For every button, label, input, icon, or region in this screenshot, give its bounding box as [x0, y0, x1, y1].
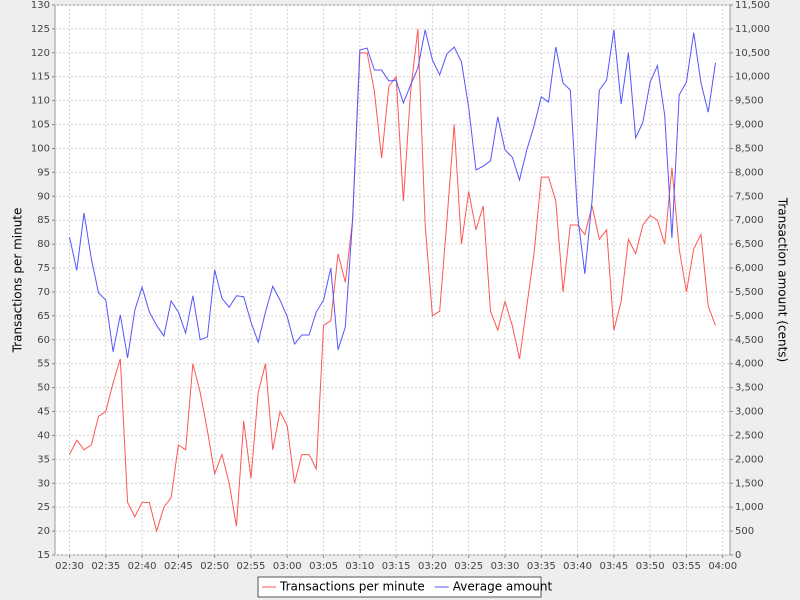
y-tick-label: 80: [37, 239, 50, 250]
y-tick-label: 20: [37, 526, 50, 537]
y2-tick-label: 9,500: [735, 96, 764, 107]
x-tick-label: 03:30: [491, 561, 520, 572]
legend: [257, 576, 542, 598]
x-tick-label: 03:35: [527, 561, 556, 572]
y-tick-label: 120: [31, 48, 50, 59]
y-tick-label: 50: [37, 383, 50, 394]
y2-tick-label: 1,000: [735, 502, 764, 513]
y2-tick-label: 6,000: [735, 263, 764, 274]
x-tick-label: 02:40: [128, 561, 157, 572]
y2-tick-label: 8,500: [735, 143, 764, 154]
y-tick-label: 130: [31, 0, 50, 11]
series-line: [69, 28, 716, 533]
y-tick-label: 45: [37, 407, 50, 418]
y2-tick-label: 0: [735, 550, 741, 561]
y2-tick-label: 5,000: [735, 311, 764, 322]
y2-tick-label: 5,500: [735, 287, 764, 298]
y2-tick-label: 8,000: [735, 167, 764, 178]
y2-axis-label: Transaction amount (cents): [776, 197, 790, 362]
x-tick-label: 03:20: [418, 561, 447, 572]
x-tick-label: 02:55: [237, 561, 266, 572]
y-tick-label: 115: [31, 72, 50, 83]
y-tick-label: 70: [37, 287, 50, 298]
x-tick-label: 02:50: [200, 561, 229, 572]
x-tick-label: 04:00: [708, 561, 737, 572]
y-tick-label: 65: [37, 311, 50, 322]
y2-tick-label: 3,500: [735, 383, 764, 394]
x-tick-label: 03:45: [599, 561, 628, 572]
plot-area: [54, 4, 731, 556]
y2-tick-label: 10,000: [735, 72, 770, 83]
y2-tick-label: 7,500: [735, 191, 764, 202]
y2-tick-label: 6,500: [735, 239, 764, 250]
y-tick-label: 40: [37, 430, 50, 441]
x-tick-label: 03:25: [454, 561, 483, 572]
x-tick-label: 02:45: [164, 561, 193, 572]
y2-tick-label: 1,500: [735, 478, 764, 489]
x-tick-label: 03:50: [636, 561, 665, 572]
x-tick-label: 03:00: [273, 561, 302, 572]
legend-label: Average amount: [453, 580, 553, 594]
y2-tick-label: 3,000: [735, 407, 764, 418]
x-tick-label: 03:15: [382, 561, 411, 572]
y-tick-label: 60: [37, 335, 50, 346]
x-tick-label: 03:05: [309, 561, 338, 572]
y-tick-label: 25: [37, 502, 50, 513]
y-tick-label: 95: [37, 167, 50, 178]
x-tick-label: 02:30: [55, 561, 84, 572]
y2-tick-label: 4,000: [735, 359, 764, 370]
y2-tick-label: 4,500: [735, 335, 764, 346]
y-tick-label: 85: [37, 215, 50, 226]
y-tick-label: 35: [37, 454, 50, 465]
y2-tick-label: 500: [735, 526, 754, 537]
y-tick-label: 110: [31, 96, 50, 107]
y2-tick-label: 11,500: [735, 0, 770, 11]
y2-tick-label: 10,500: [735, 48, 770, 59]
x-tick-label: 03:10: [345, 561, 374, 572]
y-tick-label: 30: [37, 478, 50, 489]
x-tick-label: 03:55: [672, 561, 701, 572]
y2-tick-label: 2,500: [735, 430, 764, 441]
x-tick-label: 02:35: [91, 561, 120, 572]
y-tick-label: 105: [31, 120, 50, 131]
y-tick-label: 125: [31, 24, 50, 35]
y-tick-label: 55: [37, 359, 50, 370]
series-line: [69, 29, 716, 359]
y2-tick-label: 11,000: [735, 24, 770, 35]
y2-tick-label: 9,000: [735, 120, 764, 131]
y2-tick-label: 2,000: [735, 454, 764, 465]
y-tick-label: 100: [31, 143, 50, 154]
legend-label: Transactions per minute: [279, 580, 425, 594]
y-axis-label: Transactions per minute: [11, 208, 25, 354]
x-tick-label: 03:40: [563, 561, 592, 572]
y-tick-label: 15: [37, 550, 50, 561]
y2-tick-label: 7,000: [735, 215, 764, 226]
y-tick-label: 75: [37, 263, 50, 274]
y-tick-label: 90: [37, 191, 50, 202]
